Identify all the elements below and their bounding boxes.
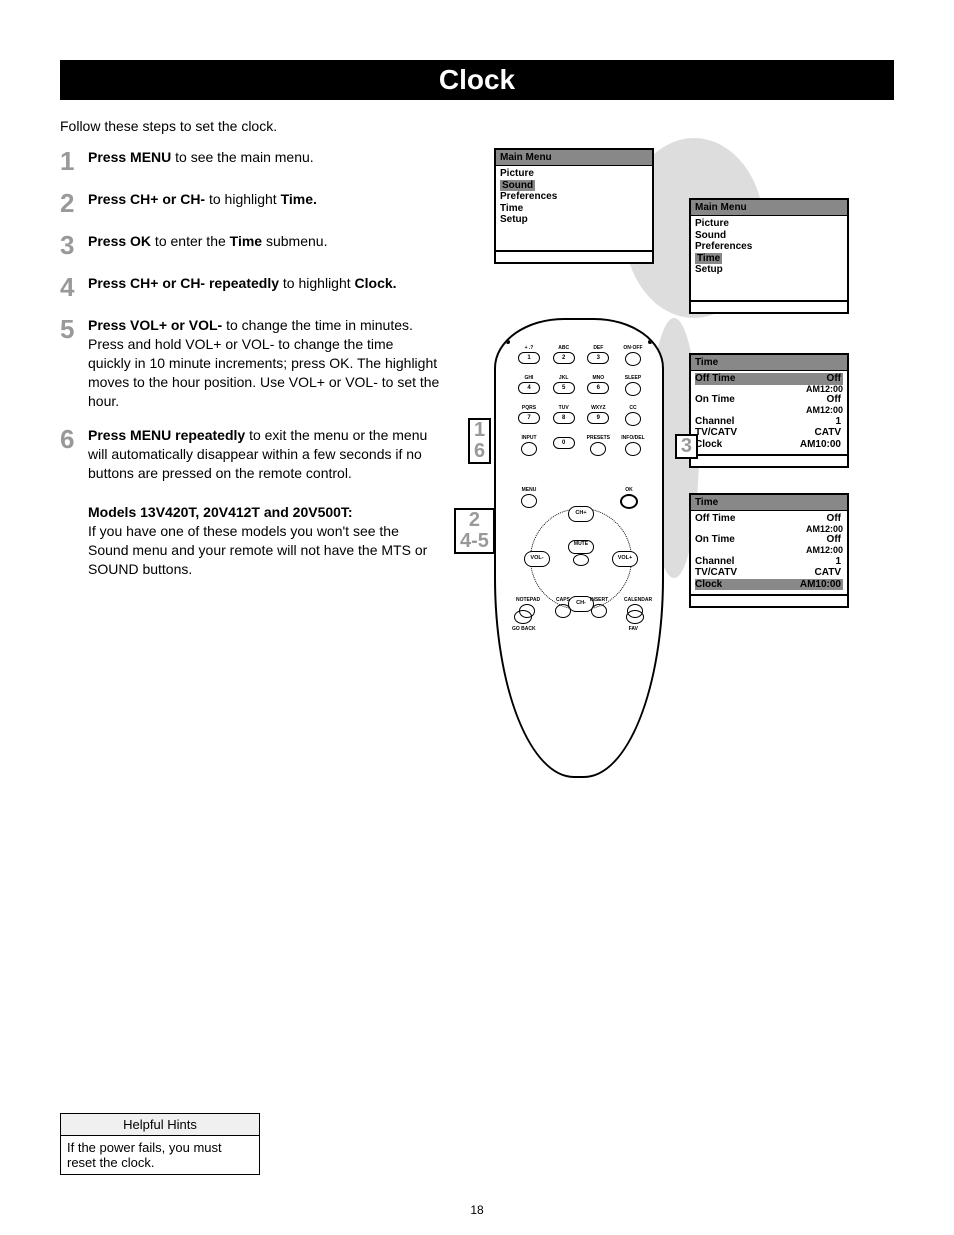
- models-note: Models 13V420T, 20V412T and 20V500T: If …: [88, 503, 440, 579]
- remote-key: 0: [549, 436, 579, 456]
- time-box-1: Time Off TimeOffAM12:00On TimeOffAM12:00…: [689, 353, 849, 468]
- callout-1-6: 1 6: [468, 418, 491, 464]
- menu-box-1: Main Menu PictureSoundPreferencesTimeSet…: [494, 148, 654, 264]
- time-box-2: Time Off TimeOffAM12:00On TimeOffAM12:00…: [689, 493, 849, 608]
- menu-box-2: Main Menu PictureSoundPreferencesTimeSet…: [689, 198, 849, 314]
- remote-key: ABC2: [549, 346, 579, 366]
- menu-item: Picture: [695, 218, 843, 230]
- callout-3: 3: [675, 434, 698, 459]
- time-row: TV/CATVCATV: [695, 427, 843, 439]
- callout-2-4-5: 2 4-5: [454, 508, 495, 554]
- step-number: 5: [60, 316, 88, 410]
- remote-key: + .?1: [514, 346, 544, 366]
- remote-key: ON·OFF: [618, 346, 648, 366]
- intro-text: Follow these steps to set the clock.: [60, 118, 894, 134]
- helpful-hints-box: Helpful Hints If the power fails, you mu…: [60, 1113, 260, 1175]
- menu-item: Picture: [500, 168, 648, 180]
- menu-item: Sound: [500, 180, 648, 192]
- step-number: 3: [60, 232, 88, 258]
- hints-body: If the power fails, you must reset the c…: [61, 1136, 259, 1174]
- remote-key: WXYZ9: [583, 406, 613, 426]
- time-row: Off TimeOff: [695, 373, 843, 385]
- time-row: ClockAM10:00: [695, 439, 843, 451]
- remote-key: INPUT: [514, 436, 544, 456]
- step-5: 5 Press VOL+ or VOL- to change the time …: [60, 316, 440, 410]
- remote-key: SLEEP: [618, 376, 648, 396]
- step-2: 2 Press CH+ or CH- to highlight Time.: [60, 190, 440, 216]
- remote-key: PRESETS: [583, 436, 613, 456]
- remote-bottom-key: NOTEPAD: [516, 597, 538, 618]
- step-number: 2: [60, 190, 88, 216]
- menu-item: Preferences: [695, 241, 843, 253]
- page-title: Clock: [60, 60, 894, 100]
- remote-ok-key: [620, 494, 638, 509]
- menu-item: Time: [500, 203, 648, 215]
- step-number: 6: [60, 426, 88, 483]
- step-4: 4 Press CH+ or CH- repeatedly to highlig…: [60, 274, 440, 300]
- remote-bottom-key: CALENDAR: [624, 597, 646, 618]
- remote-key: CC: [618, 406, 648, 426]
- remote-key: TUV8: [549, 406, 579, 426]
- illustration-column: Main Menu PictureSoundPreferencesTimeSet…: [464, 148, 894, 579]
- menu-item: Sound: [695, 230, 843, 242]
- step-number: 4: [60, 274, 88, 300]
- menu-item: Setup: [500, 214, 648, 226]
- remote-nav-pad: CH+ CH- VOL- VOL+ MUTE: [530, 508, 632, 610]
- step-6: 6 Press MENU repeatedly to exit the menu…: [60, 426, 440, 483]
- remote-bottom-key: CAPS: [552, 597, 574, 618]
- time-row: TV/CATVCATV: [695, 567, 843, 579]
- menu-item: Preferences: [500, 191, 648, 203]
- menu-item: Time: [695, 253, 843, 265]
- remote-key: MNO6: [583, 376, 613, 396]
- time-row: Channel1: [695, 556, 843, 568]
- remote-key: JKL5: [549, 376, 579, 396]
- time-row: Channel1: [695, 416, 843, 428]
- steps-column: 1 Press MENU to see the main menu. 2 Pre…: [60, 148, 440, 579]
- remote-bottom-key: INSERT: [588, 597, 610, 618]
- remote-key: INFO/DEL: [618, 436, 648, 456]
- hints-header: Helpful Hints: [61, 1114, 259, 1136]
- step-1: 1 Press MENU to see the main menu.: [60, 148, 440, 174]
- menu-item: Setup: [695, 264, 843, 276]
- remote-key: DEF3: [583, 346, 613, 366]
- remote-menu-key: [521, 494, 537, 508]
- step-number: 1: [60, 148, 88, 174]
- time-row: ClockAM10:00: [695, 579, 843, 591]
- time-row: Off TimeOff: [695, 513, 843, 525]
- remote-key: GHI4: [514, 376, 544, 396]
- page-number: 18: [0, 1203, 954, 1217]
- remote-key: PQRS7: [514, 406, 544, 426]
- step-3: 3 Press OK to enter the Time submenu.: [60, 232, 440, 258]
- remote-illustration: + .?1ABC2DEF3ON·OFF GHI4JKL5MNO6SLEEP PQRS…: [494, 318, 674, 798]
